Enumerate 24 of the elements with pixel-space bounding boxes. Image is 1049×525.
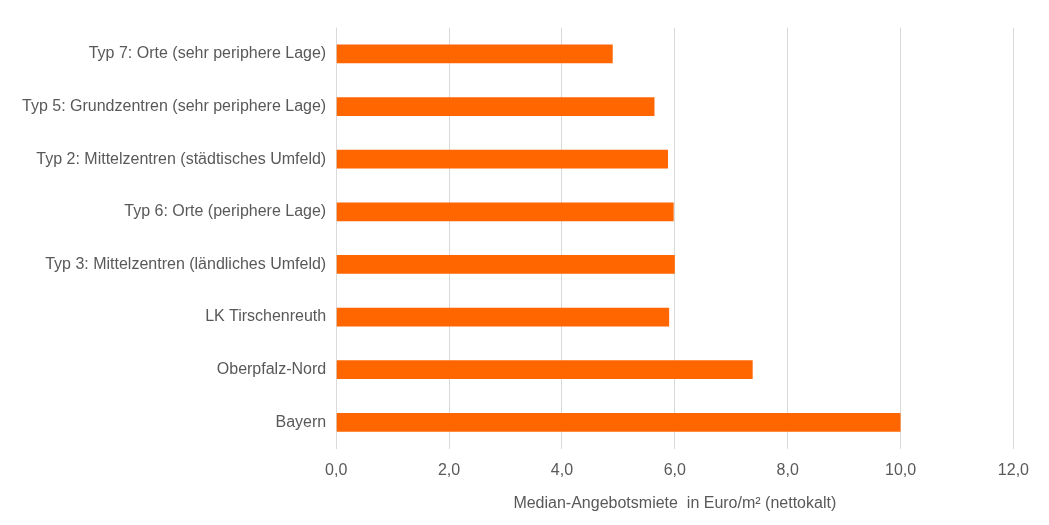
- bar: [336, 255, 675, 274]
- bar: [336, 412, 901, 432]
- x-tick-label: 8,0: [776, 460, 799, 478]
- x-tick-label: 6,0: [663, 460, 687, 478]
- x-axis-title: Median-Angebotsmiete in Euro/m² (nettokalt): [513, 493, 837, 511]
- bar: [336, 97, 655, 116]
- bar: [336, 202, 674, 222]
- y-tick-label: Typ 2: Mittelzentren (städtisches Umfeld): [36, 149, 327, 167]
- y-tick-label: LK Tirschenreuth: [205, 307, 327, 325]
- x-tick-label: 4,0: [550, 460, 574, 478]
- x-tick-label: 12,0: [997, 460, 1030, 478]
- y-tick-label: Typ 5: Grundzentren (sehr periphere Lage): [22, 96, 327, 114]
- bar: [336, 307, 670, 327]
- bar: [336, 44, 613, 64]
- bar: [336, 149, 669, 169]
- y-tick-label: Bayern: [275, 412, 327, 430]
- y-tick-label: Typ 6: Orte (periphere Lage): [124, 202, 327, 220]
- y-tick-label: Oberpfalz-Nord: [216, 360, 327, 378]
- y-tick-label: Typ 7: Orte (sehr periphere Lage): [88, 44, 327, 62]
- x-tick-label: 10,0: [884, 460, 917, 478]
- x-tick-label: 2,0: [437, 460, 461, 478]
- y-tick-label: Typ 3: Mittelzentren (ländliches Umfeld): [45, 254, 327, 272]
- bar: [336, 360, 753, 380]
- x-tick-label: 0,0: [325, 460, 348, 478]
